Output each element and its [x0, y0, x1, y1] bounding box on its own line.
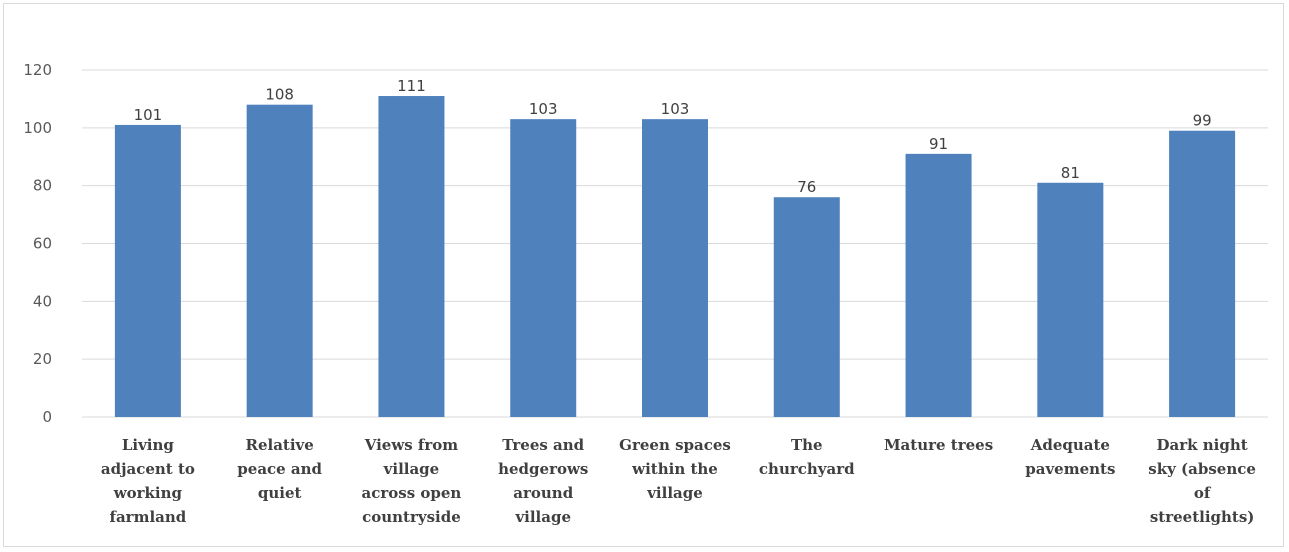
y-tick-label-40: 40 — [33, 292, 52, 310]
x-category-label-line: across open — [362, 484, 462, 502]
x-category-label-line: of — [1194, 484, 1212, 502]
x-category-label-line: hedgerows — [498, 460, 588, 478]
x-category-label-line: village — [514, 508, 571, 526]
x-category-label-line: village — [383, 460, 440, 478]
data-label-4: 103 — [529, 100, 558, 118]
data-label-6: 76 — [797, 178, 816, 196]
x-category-label-line: countryside — [362, 508, 461, 526]
x-category-label-line: peace and — [237, 460, 322, 478]
y-tick-label-120: 120 — [23, 61, 52, 79]
x-category-label-line: Green spaces — [619, 436, 731, 454]
x-category-label-line: churchyard — [759, 460, 855, 478]
x-category-label-4: Trees and hedgerows around village — [498, 436, 588, 526]
data-label-8: 81 — [1061, 164, 1080, 182]
data-label-2: 108 — [265, 86, 294, 104]
x-category-label-line: pavements — [1025, 460, 1115, 478]
bar-7 — [905, 153, 972, 417]
x-category-label-9: Dark night sky (absence of streetlights) — [1148, 436, 1256, 526]
x-category-label-line: streetlights) — [1150, 508, 1255, 526]
x-category-label-line: The — [791, 436, 823, 454]
x-category-label-line: within the — [631, 460, 718, 478]
x-category-label-line: quiet — [258, 484, 302, 502]
x-category-label-line: Relative — [246, 436, 314, 454]
x-category-label-7: Mature trees — [884, 436, 993, 454]
x-category-label-6: The churchyard — [759, 436, 855, 478]
bar-1 — [114, 124, 181, 418]
data-label-7: 91 — [929, 135, 948, 153]
x-category-label-line: Trees and — [502, 436, 584, 454]
bar-6 — [773, 197, 840, 417]
data-label-1: 101 — [134, 106, 163, 124]
bar-3 — [378, 96, 445, 418]
x-category-label-1: Living adjacent to working farmland — [101, 436, 195, 526]
x-category-label-line: Views from — [364, 436, 459, 454]
bar-9 — [1169, 130, 1236, 417]
x-category-label-line: Adequate — [1030, 436, 1110, 454]
bar-5 — [642, 119, 708, 418]
x-category-label-8: Adequate pavements — [1025, 436, 1115, 478]
x-category-label-line: adjacent to — [101, 460, 195, 478]
data-label-9: 99 — [1193, 112, 1212, 130]
y-tick-label-100: 100 — [23, 119, 52, 137]
x-category-label-line: farmland — [110, 508, 187, 526]
x-category-label-line: around — [513, 484, 573, 502]
bar-2 — [246, 104, 313, 417]
bar-8 — [1037, 182, 1104, 417]
y-tick-label-60: 60 — [33, 235, 52, 253]
x-category-label-line: working — [113, 484, 183, 502]
data-label-5: 103 — [661, 100, 690, 118]
x-category-label-line: village — [646, 484, 703, 502]
x-category-label-2: Relative peace and quiet — [237, 436, 322, 502]
x-category-label-line: sky (absence — [1148, 460, 1256, 478]
y-tick-label-80: 80 — [33, 177, 52, 195]
y-tick-label-20: 20 — [33, 350, 52, 368]
data-label-3: 111 — [397, 77, 426, 95]
x-category-label-line: Dark night — [1157, 436, 1248, 454]
x-category-label-line: Living — [122, 436, 175, 454]
y-tick-label-0: 0 — [42, 408, 52, 426]
x-category-label-3: Views from village across open countryside — [362, 436, 462, 526]
x-category-label-5: Green spaces within the village — [619, 436, 731, 502]
bar-4 — [510, 119, 577, 418]
x-category-label-line: Mature trees — [884, 436, 993, 454]
